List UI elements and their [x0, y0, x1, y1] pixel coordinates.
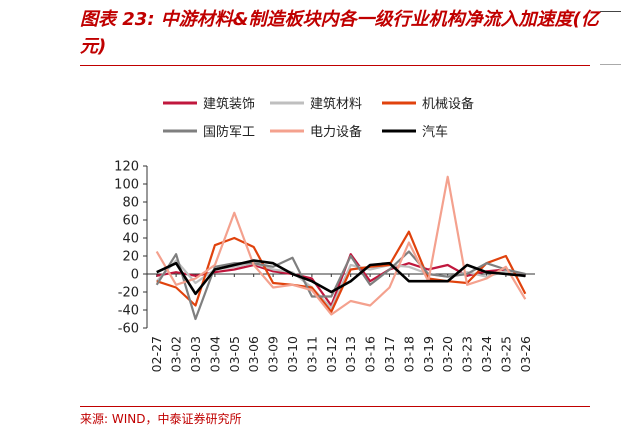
x-tick-label: 03-13	[343, 336, 358, 372]
y-tick-label: -40	[118, 304, 139, 319]
legend-item: 建筑装饰	[163, 96, 255, 112]
x-tick-label: 03-26	[518, 336, 533, 372]
x-tick-label: 03-02	[169, 336, 184, 372]
source-divider	[80, 406, 590, 407]
x-tick-label: 03-20	[440, 336, 455, 372]
x-tick-label: 03-24	[479, 336, 494, 372]
x-tick-label: 02-27	[149, 336, 164, 372]
x-tick-label: 03-16	[363, 336, 378, 372]
x-tick-label: 03-19	[421, 336, 436, 372]
chart-title: 图表 23: 中游材料&制造板块内各一级行业机构净流入加速度(亿元)	[80, 9, 599, 57]
legend-label: 汽车	[422, 124, 448, 140]
adjacent-page-rule-lower	[600, 64, 621, 65]
legend-label: 机械设备	[422, 96, 474, 112]
adjacent-page-rule	[600, 11, 621, 12]
legend-item: 机械设备	[382, 96, 474, 112]
x-tick-label: 03-17	[382, 336, 397, 372]
legend-item: 汽车	[382, 124, 448, 140]
x-tick-label: 03-06	[246, 336, 261, 372]
series-line	[155, 250, 526, 321]
series-group	[155, 175, 527, 321]
x-tick-label: 03-04	[207, 336, 222, 372]
legend-item: 电力设备	[270, 124, 362, 140]
y-tick-label: 60	[122, 214, 139, 229]
y-axis: 120 100 80 60 40 20 0 -20 -40 -60	[114, 160, 148, 337]
series-line	[156, 230, 527, 313]
x-tick-label: 03-18	[401, 336, 416, 372]
source-note: 来源: WIND，中泰证券研究所	[80, 412, 242, 426]
y-tick-label: 120	[114, 160, 139, 175]
y-tick-label: -60	[118, 322, 139, 337]
x-tick-label: 03-05	[227, 336, 242, 372]
x-tick-label: 03-10	[285, 336, 300, 372]
y-tick-label: 80	[122, 196, 139, 211]
x-tick-label: 03-25	[498, 336, 513, 372]
title-divider	[80, 65, 590, 66]
series-line	[156, 259, 526, 296]
legend-item: 国防军工	[163, 124, 255, 140]
legend-item: 建筑材料	[270, 96, 362, 112]
legend-label: 国防军工	[203, 124, 255, 140]
series-line	[155, 175, 527, 316]
y-tick-label: 40	[122, 232, 139, 247]
y-tick-label: 20	[122, 250, 139, 265]
y-tick-label: -20	[118, 286, 139, 301]
x-tick-label: 03-09	[266, 336, 281, 372]
legend-label: 电力设备	[310, 124, 362, 140]
x-tick-label: 03-11	[304, 336, 319, 372]
y-tick-label: 0	[131, 268, 139, 283]
legend-label: 建筑装饰	[203, 96, 255, 112]
x-tick-label: 03-23	[460, 336, 475, 372]
x-tick-label: 03-03	[188, 336, 203, 372]
y-tick-label: 100	[114, 178, 139, 193]
legend-label: 建筑材料	[310, 96, 362, 112]
x-tick-label: 03-12	[324, 336, 339, 372]
